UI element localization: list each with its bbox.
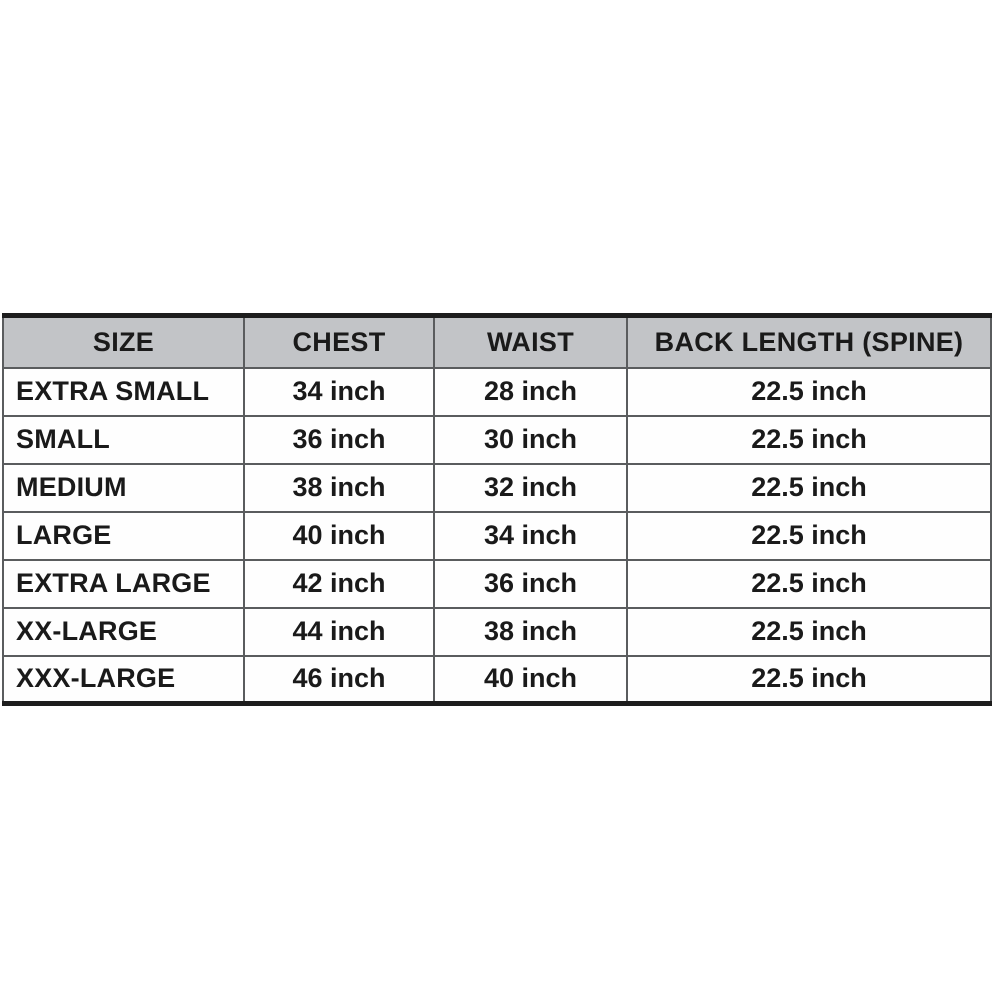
cell-chest: 46 inch xyxy=(243,654,435,705)
table-row: EXTRA LARGE 42 inch 36 inch 22.5 inch xyxy=(2,558,992,609)
cell-waist: 38 inch xyxy=(433,606,628,657)
cell-size: LARGE xyxy=(2,510,245,561)
cell-back-length: 22.5 inch xyxy=(626,558,992,609)
column-header-chest: CHEST xyxy=(243,314,435,369)
cell-back-length: 22.5 inch xyxy=(626,462,992,513)
table-body: EXTRA SMALL 34 inch 28 inch 22.5 inch SM… xyxy=(2,366,992,705)
cell-chest: 40 inch xyxy=(243,510,435,561)
table-row: EXTRA SMALL 34 inch 28 inch 22.5 inch xyxy=(2,366,992,417)
column-header-waist: WAIST xyxy=(433,314,628,369)
cell-chest: 42 inch xyxy=(243,558,435,609)
size-chart-table: SIZE CHEST WAIST BACK LENGTH (SPINE) EXT… xyxy=(2,313,992,706)
cell-back-length: 22.5 inch xyxy=(626,606,992,657)
size-chart-container: SIZE CHEST WAIST BACK LENGTH (SPINE) EXT… xyxy=(2,313,992,706)
cell-back-length: 22.5 inch xyxy=(626,510,992,561)
cell-waist: 32 inch xyxy=(433,462,628,513)
cell-chest: 44 inch xyxy=(243,606,435,657)
cell-back-length: 22.5 inch xyxy=(626,654,992,705)
cell-back-length: 22.5 inch xyxy=(626,414,992,465)
table-header: SIZE CHEST WAIST BACK LENGTH (SPINE) xyxy=(2,314,992,369)
table-row: SMALL 36 inch 30 inch 22.5 inch xyxy=(2,414,992,465)
cell-waist: 34 inch xyxy=(433,510,628,561)
cell-size: XXX-LARGE xyxy=(2,654,245,705)
table-row: XX-LARGE 44 inch 38 inch 22.5 inch xyxy=(2,606,992,657)
column-header-back-length: BACK LENGTH (SPINE) xyxy=(626,314,992,369)
cell-waist: 30 inch xyxy=(433,414,628,465)
table-row: MEDIUM 38 inch 32 inch 22.5 inch xyxy=(2,462,992,513)
cell-size: EXTRA SMALL xyxy=(2,366,245,417)
cell-size: MEDIUM xyxy=(2,462,245,513)
table-row: LARGE 40 inch 34 inch 22.5 inch xyxy=(2,510,992,561)
cell-waist: 28 inch xyxy=(433,366,628,417)
column-header-size: SIZE xyxy=(2,314,245,369)
cell-waist: 36 inch xyxy=(433,558,628,609)
cell-chest: 38 inch xyxy=(243,462,435,513)
cell-size: XX-LARGE xyxy=(2,606,245,657)
cell-size: SMALL xyxy=(2,414,245,465)
cell-size: EXTRA LARGE xyxy=(2,558,245,609)
cell-chest: 36 inch xyxy=(243,414,435,465)
cell-waist: 40 inch xyxy=(433,654,628,705)
cell-back-length: 22.5 inch xyxy=(626,366,992,417)
cell-chest: 34 inch xyxy=(243,366,435,417)
table-header-row: SIZE CHEST WAIST BACK LENGTH (SPINE) xyxy=(2,314,992,369)
table-row: XXX-LARGE 46 inch 40 inch 22.5 inch xyxy=(2,654,992,705)
